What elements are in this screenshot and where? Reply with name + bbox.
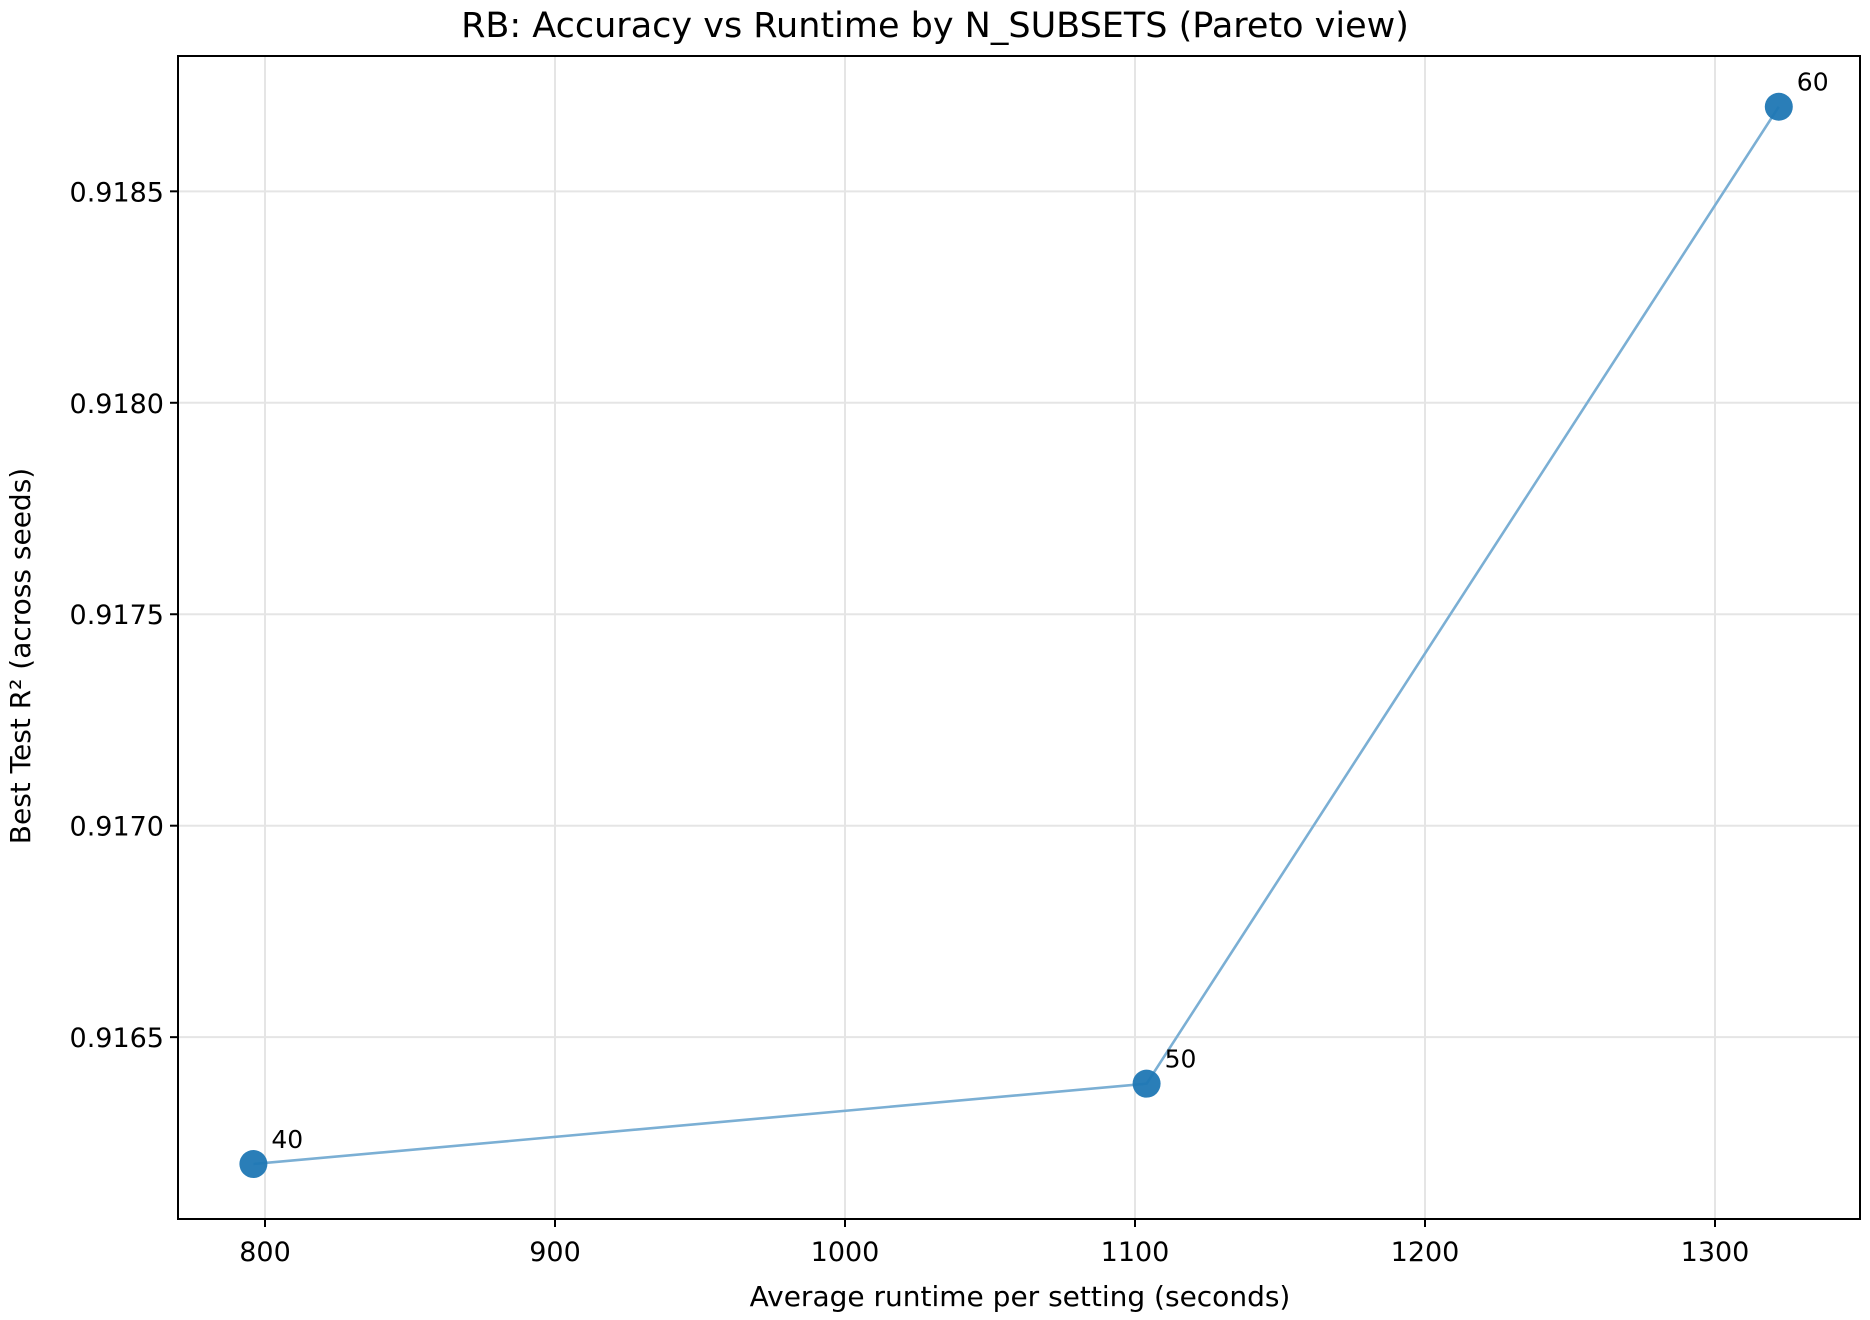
axis-ticks: 800 900 1000 1100 1200 1300 0.9165 0.9170 0.9175…	[70, 177, 1750, 1268]
data-point	[1132, 1069, 1161, 1098]
x-tick-label: 1000	[811, 1237, 880, 1268]
y-tick-label: 0.9175	[70, 600, 164, 631]
series-layer: 40 50 60	[239, 68, 1829, 1179]
y-tick-label: 0.9170	[70, 812, 164, 843]
data-point-label: 40	[271, 1125, 303, 1154]
x-tick-label: 1300	[1681, 1237, 1750, 1268]
data-point-label: 50	[1165, 1045, 1197, 1074]
x-tick-label: 900	[529, 1237, 581, 1268]
data-point	[1764, 92, 1793, 121]
data-point	[239, 1150, 268, 1179]
x-tick-label: 1100	[1101, 1237, 1170, 1268]
data-point-label: 60	[1797, 68, 1829, 97]
y-tick-label: 0.9185	[70, 177, 164, 208]
chart-title: RB: Accuracy vs Runtime by N_SUBSETS (Pa…	[461, 6, 1409, 46]
y-tick-label: 0.9165	[70, 1023, 164, 1054]
plot-frame	[177, 55, 1861, 1220]
grid-lines	[178, 56, 1860, 1219]
x-axis-label: Average runtime per setting (seconds)	[750, 1280, 1291, 1313]
x-tick-label: 800	[239, 1237, 291, 1268]
x-tick-label: 1200	[1391, 1237, 1460, 1268]
y-axis-label: Best Test R² (across seeds)	[4, 468, 37, 844]
y-tick-label: 0.9180	[70, 389, 164, 420]
